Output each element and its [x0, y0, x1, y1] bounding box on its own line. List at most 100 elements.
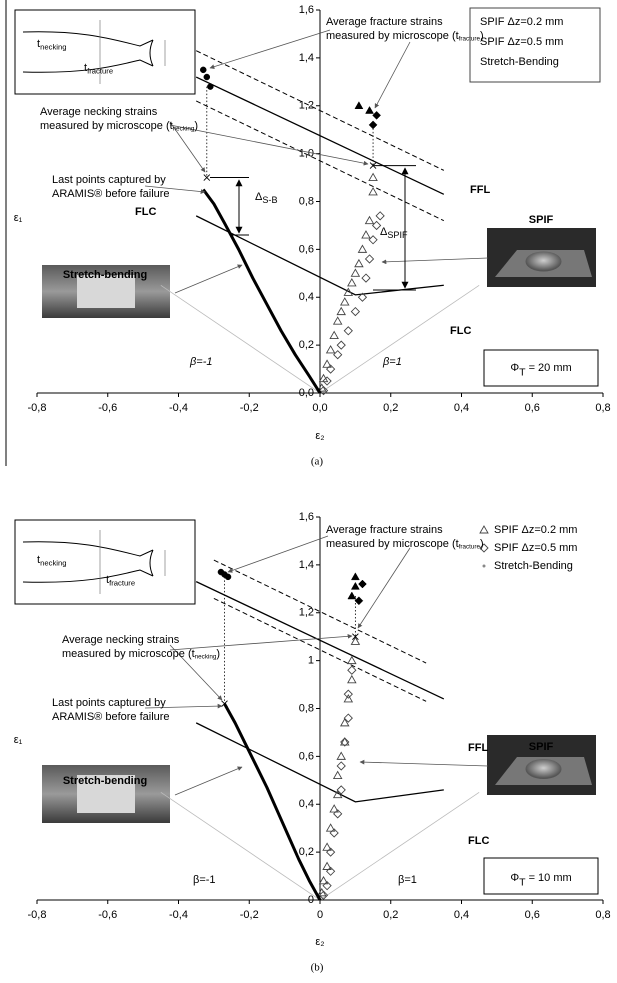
y-tick-label: 1,0: [299, 148, 314, 160]
data-point: [358, 580, 366, 588]
x-tick-label: 0,6: [525, 402, 540, 414]
annotation-text: SPIF: [529, 214, 554, 226]
annotation: Stretch-bending: [63, 269, 147, 281]
data-point: [366, 107, 374, 114]
data-point: [337, 341, 345, 349]
x-tick-label: 0: [317, 909, 323, 921]
annotation-text: FFL: [468, 742, 488, 754]
annotation-text: FLC: [135, 206, 156, 218]
data-point: [327, 346, 335, 353]
x-tick-label: -0,6: [98, 402, 117, 414]
inset-frame: [15, 10, 195, 94]
x-tick-label: 0,4: [454, 402, 469, 414]
annotation-text: ARAMIS® before failure: [52, 188, 170, 200]
annotation-text: measured by microscope (t: [326, 30, 459, 42]
y-tick-label: 0,2: [299, 846, 314, 858]
y-tick-label: 1,2: [299, 100, 314, 112]
annotation: measured by microscope (tfracture): [326, 538, 484, 550]
annotation-arrow: [375, 42, 410, 108]
legend-marker: [483, 565, 486, 568]
spif-dome: [526, 252, 562, 272]
data-point: [204, 74, 210, 80]
annotation: SPIF: [529, 741, 554, 753]
data-point: [351, 269, 359, 276]
legend-label: SPIF Δz=0.2 mm: [494, 524, 577, 536]
annotation-text: Last points captured by: [52, 697, 166, 709]
annotation-text: Stretch-bending: [63, 269, 147, 281]
data-point: [341, 738, 349, 745]
x-tick-label: -0,4: [169, 909, 188, 921]
annotation-text: Φ: [510, 362, 519, 374]
data-point: [348, 279, 356, 286]
data-point: [366, 255, 374, 263]
chart: -0,8-0,6-0,4-0,200,20,40,60,800,20,40,60…: [14, 511, 611, 974]
annotation: ΔSPIF: [380, 226, 408, 240]
data-point: [337, 762, 345, 770]
data-point: [369, 188, 377, 195]
legend-marker: [480, 526, 488, 533]
annotation-subscript: necking: [173, 125, 195, 132]
data-point: [369, 174, 377, 181]
annotation-text: measured by microscope (t: [40, 120, 173, 132]
y-tick-label: 0,4: [299, 798, 314, 810]
data-point: [337, 308, 345, 315]
x-tick-label: 0,4: [454, 909, 469, 921]
x-tick-label: 0,2: [383, 909, 398, 921]
data-point: [355, 260, 363, 267]
x-tick-label: 0,6: [525, 909, 540, 921]
data-point: [358, 245, 366, 252]
x-tick-label: -0,8: [28, 909, 47, 921]
data-point: [373, 111, 381, 119]
annotation-text: measured by microscope (t: [326, 538, 459, 550]
annotation: Last points captured by: [52, 174, 166, 186]
annotation: β=1: [382, 356, 402, 368]
annotation-text: SPIF: [529, 741, 554, 753]
data-point: [348, 676, 356, 683]
data-point: [369, 236, 377, 244]
annotation-text: FLC: [450, 325, 471, 337]
page: {"chart_data": [ {"type": "scatter", "ca…: [0, 0, 617, 983]
y-tick-label: 0,6: [299, 750, 314, 762]
y-tick-label: 1,6: [299, 511, 314, 523]
annotation: FLC: [135, 206, 156, 218]
x-tick-label: 0,8: [595, 909, 610, 921]
y-tick-label: 0,0: [299, 387, 314, 399]
data-point: [348, 657, 356, 664]
annotation-text: ARAMIS® before failure: [52, 711, 170, 723]
annotation-subscript: fracture: [459, 543, 481, 550]
data-point: [351, 637, 359, 644]
data-point: [348, 592, 356, 599]
data-point: [355, 597, 363, 605]
annotation-arrow: [175, 265, 242, 293]
y-tick-label: 0: [308, 894, 314, 906]
figure: -0,8-0,6-0,4-0,20,00,20,40,60,80,00,20,4…: [0, 0, 617, 983]
annotation: SPIF: [529, 214, 554, 226]
chart: -0,8-0,6-0,4-0,20,00,20,40,60,80,00,20,4…: [14, 4, 611, 468]
y-tick-label: 0,2: [299, 339, 314, 351]
data-point: [334, 772, 342, 779]
annotation-subscript: necking: [40, 558, 67, 567]
caption: (a): [311, 456, 324, 468]
x-tick-label: -0,4: [169, 402, 188, 414]
y-tick-label: 1,6: [299, 4, 314, 16]
data-point: [330, 332, 338, 339]
annotation-text: FFL: [470, 184, 490, 196]
legend-label: Stretch-Bending: [480, 56, 559, 68]
caption: (b): [311, 962, 324, 974]
data-point: [376, 212, 384, 220]
annotation: β=-1: [193, 874, 216, 886]
data-point: [207, 84, 213, 90]
annotation-text: Average necking strains: [40, 106, 158, 118]
annotation: Average fracture strains: [326, 16, 443, 28]
data-point: [369, 121, 377, 129]
annotation-subscript: fracture: [459, 35, 481, 42]
annotation-text: measured by microscope (t: [62, 648, 195, 660]
annotation-text: ): [194, 120, 198, 132]
x-tick-label: -0,6: [98, 909, 117, 921]
data-point: [351, 582, 359, 589]
annotation-text: β=-1: [193, 874, 216, 886]
x-tick-label: 0,2: [383, 402, 398, 414]
annotation-arrow: [358, 548, 410, 628]
annotation: ARAMIS® before failure: [52, 188, 170, 200]
annotation: measured by microscope (tfracture): [326, 30, 484, 42]
